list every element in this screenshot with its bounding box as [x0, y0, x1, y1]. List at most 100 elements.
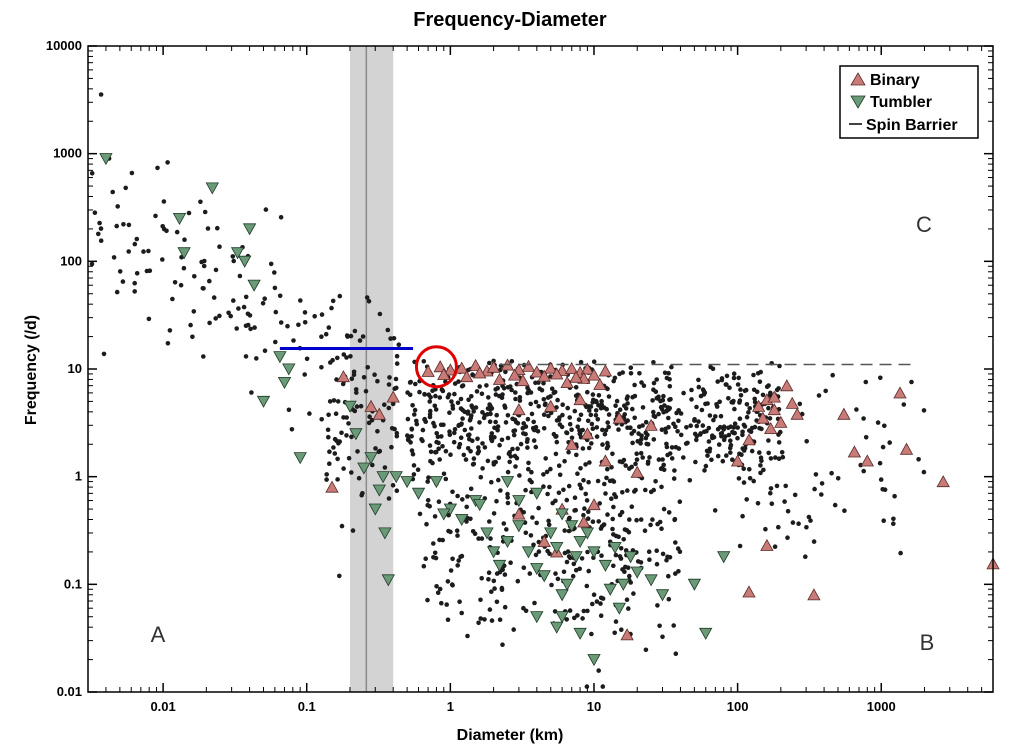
- binary-point: [580, 362, 595, 375]
- background-point: [126, 249, 131, 254]
- background-point: [491, 462, 497, 467]
- background-point: [460, 497, 465, 502]
- background-point: [609, 496, 614, 502]
- background-point: [570, 573, 576, 579]
- background-point: [492, 425, 497, 431]
- background-point: [603, 428, 609, 433]
- background-point: [600, 684, 606, 689]
- background-point: [461, 452, 467, 458]
- background-point: [703, 463, 709, 469]
- background-point: [590, 601, 595, 607]
- background-point: [766, 450, 771, 456]
- background-point: [134, 271, 140, 276]
- background-point: [526, 466, 531, 472]
- background-point: [741, 480, 747, 485]
- background-point: [470, 462, 476, 467]
- background-point: [339, 430, 344, 436]
- background-point: [423, 556, 429, 561]
- tumbler-point: [205, 182, 219, 195]
- background-point: [600, 442, 605, 447]
- y-tick-label: 0.01: [57, 684, 82, 699]
- background-point: [593, 408, 599, 413]
- background-point: [591, 359, 597, 365]
- background-point: [262, 296, 268, 302]
- background-point: [678, 432, 684, 438]
- background-point: [532, 600, 537, 606]
- background-point: [878, 375, 883, 381]
- background-point: [535, 429, 541, 434]
- background-point: [571, 561, 577, 567]
- background-point: [89, 261, 95, 267]
- background-point: [618, 546, 624, 551]
- background-point: [738, 393, 744, 398]
- tumbler-point: [573, 627, 587, 640]
- tumbler-point: [687, 578, 702, 591]
- background-point: [651, 437, 657, 442]
- background-point: [134, 236, 140, 242]
- binary-point: [860, 454, 874, 467]
- background-point: [727, 385, 732, 391]
- background-point: [114, 289, 120, 295]
- background-point: [655, 603, 660, 608]
- background-point: [528, 401, 533, 407]
- background-point: [547, 551, 552, 557]
- background-point: [153, 213, 158, 219]
- background-point: [768, 486, 774, 491]
- background-point: [594, 599, 600, 604]
- background-point: [777, 363, 782, 369]
- background-point: [785, 535, 790, 540]
- tumbler-point: [550, 621, 564, 634]
- background-point: [541, 472, 546, 477]
- background-point: [372, 372, 377, 378]
- binary-point: [751, 399, 766, 412]
- background-point: [654, 548, 659, 553]
- background-point: [564, 497, 570, 503]
- background-point: [901, 402, 907, 407]
- tumbler-point: [598, 559, 613, 572]
- y-tick-label: 1: [75, 469, 82, 484]
- background-point: [599, 553, 604, 558]
- background-point: [469, 413, 474, 418]
- background-point: [620, 490, 625, 495]
- background-point: [243, 294, 249, 300]
- background-point: [553, 451, 559, 457]
- background-point: [696, 419, 701, 424]
- background-point: [584, 583, 590, 589]
- background-point: [661, 506, 667, 512]
- background-point: [717, 424, 723, 430]
- background-point: [437, 395, 443, 400]
- background-point: [302, 320, 308, 325]
- background-point: [823, 388, 828, 394]
- background-point: [344, 415, 350, 420]
- background-point: [469, 426, 474, 431]
- background-point: [509, 387, 514, 393]
- background-point: [167, 328, 173, 333]
- background-point: [489, 589, 494, 594]
- background-point: [477, 420, 482, 425]
- background-point: [672, 468, 677, 473]
- background-point: [405, 416, 411, 422]
- background-point: [688, 423, 693, 429]
- background-point: [829, 470, 834, 476]
- background-point: [202, 209, 208, 215]
- background-point: [528, 533, 534, 538]
- background-point: [353, 387, 359, 392]
- background-point: [651, 380, 657, 386]
- background-point: [632, 489, 637, 494]
- background-point: [707, 413, 713, 418]
- background-point: [437, 457, 443, 462]
- background-point: [625, 488, 630, 493]
- tumbler-point: [500, 536, 515, 549]
- background-point: [593, 413, 599, 418]
- background-point: [501, 521, 507, 526]
- binary-point: [486, 360, 501, 373]
- background-point: [475, 436, 480, 442]
- background-point: [458, 406, 464, 411]
- background-point: [575, 613, 580, 618]
- background-point: [651, 409, 656, 415]
- legend-spin-barrier-label: Spin Barrier: [866, 117, 958, 134]
- background-point: [601, 522, 607, 527]
- region-label-b: B: [920, 630, 935, 655]
- background-point: [354, 404, 360, 409]
